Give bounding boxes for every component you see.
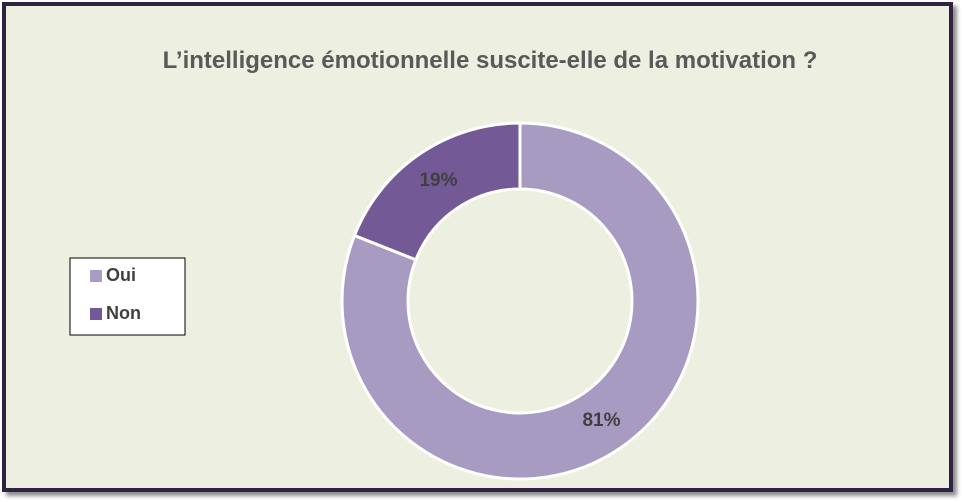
chart-title: L’intelligence émotionnelle suscite-elle… [162,47,818,74]
legend-box [69,257,186,336]
donut-segment [340,121,700,481]
legend-label: Oui [106,265,136,285]
data-label: 19% [419,170,457,191]
legend-swatch [90,270,102,282]
data-label: 81% [582,410,620,431]
donut-segment [352,121,522,262]
legend-swatch [90,308,102,320]
legend-label: Non [106,303,141,323]
